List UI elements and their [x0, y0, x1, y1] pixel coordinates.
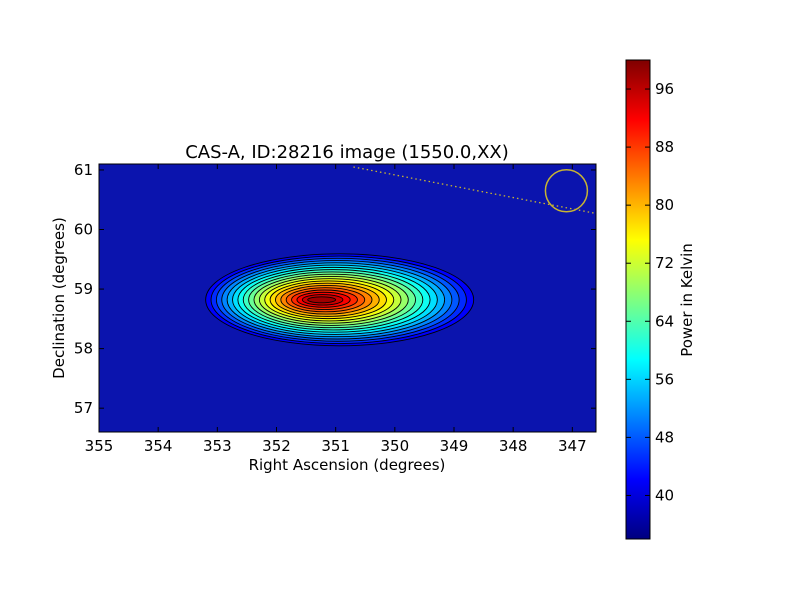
y-tick-label: 60 [74, 221, 93, 239]
x-tick-label: 347 [558, 437, 587, 455]
y-axis-label: Declination (degrees) [50, 217, 68, 379]
x-tick-label: 350 [381, 437, 410, 455]
x-tick-label: 349 [440, 437, 469, 455]
x-tick-label: 355 [85, 437, 114, 455]
x-axis: 355 354 353 352 351 350 349 348 347 [85, 164, 587, 455]
colorbar-tick-label: 80 [655, 196, 674, 214]
contour-level [307, 296, 337, 304]
y-tick-label: 57 [74, 399, 93, 417]
y-tick-label: 61 [74, 161, 93, 179]
colorbar-tick-label: 56 [655, 370, 674, 388]
overlay-layer [353, 166, 596, 215]
colorbar-ticks: 40 48 56 64 72 80 88 96 [626, 80, 674, 504]
heatmap-layer [205, 253, 475, 347]
x-axis-label: Right Ascension (degrees) [249, 456, 446, 474]
x-tick-label: 352 [262, 437, 291, 455]
y-tick-label: 58 [74, 340, 93, 358]
beam-circle [544, 169, 589, 213]
y-tick-label: 59 [74, 280, 93, 298]
x-tick-label: 348 [499, 437, 528, 455]
colorbar-tick-label: 40 [655, 486, 674, 504]
y-axis: 57 58 59 60 61 [74, 161, 596, 417]
colorbar-tick-label: 48 [655, 428, 674, 446]
colorbar-tick-label: 64 [655, 312, 674, 330]
x-tick-label: 351 [321, 437, 350, 455]
colorbar-tick-label: 88 [655, 138, 674, 156]
x-tick-label: 353 [203, 437, 232, 455]
dotted-line [353, 166, 596, 215]
colorbar-label: Power in Kelvin [678, 243, 696, 357]
x-tick-label: 354 [144, 437, 173, 455]
chart-title: CAS-A, ID:28216 image (1550.0,XX) [185, 142, 509, 163]
plot-frame [98, 163, 597, 433]
colorbar-tick-label: 96 [655, 80, 674, 98]
colorbar-tick-label: 72 [655, 254, 674, 272]
colorbar [625, 59, 651, 540]
